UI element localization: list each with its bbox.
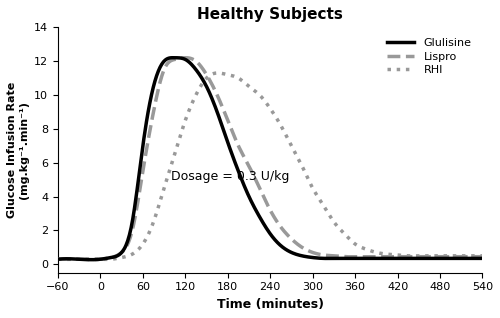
Text: Dosage = 0.3 U/kg: Dosage = 0.3 U/kg — [171, 170, 290, 183]
Title: Healthy Subjects: Healthy Subjects — [198, 7, 343, 22]
Y-axis label: Glucose Infusion Rate
(mg.kg⁻¹.min⁻¹): Glucose Infusion Rate (mg.kg⁻¹.min⁻¹) — [7, 82, 28, 218]
X-axis label: Time (minutes): Time (minutes) — [216, 298, 324, 311]
Legend: Glulisine, Lispro, RHI: Glulisine, Lispro, RHI — [381, 33, 477, 80]
